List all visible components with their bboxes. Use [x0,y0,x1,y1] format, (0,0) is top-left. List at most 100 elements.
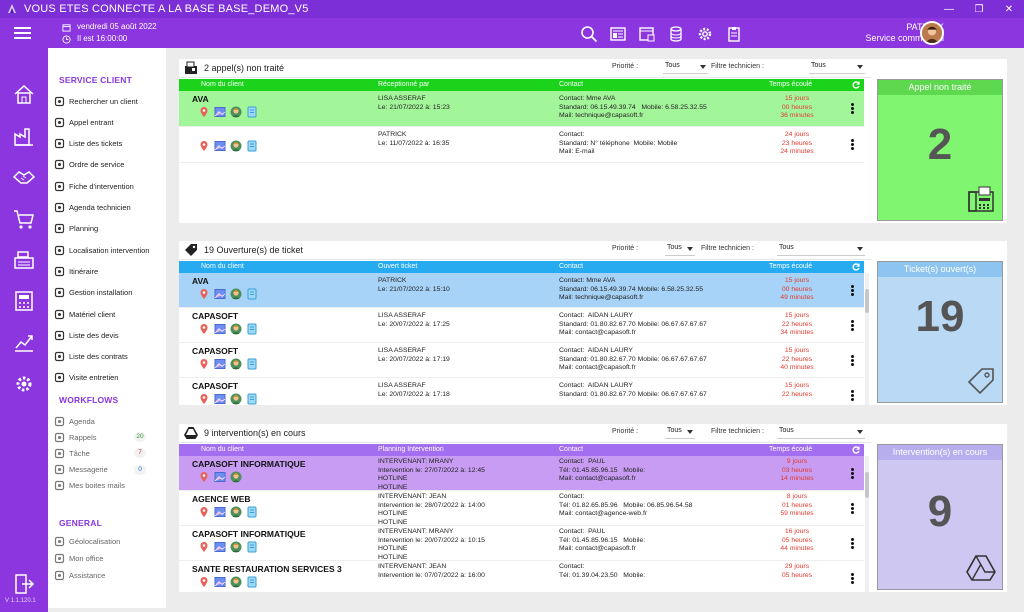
clipboard-icon[interactable] [723,23,744,44]
home-icon[interactable] [12,82,36,106]
row-options-button[interactable] [851,285,854,296]
menu-item-planning[interactable]: Planning [54,223,98,235]
refresh-icon[interactable] [851,262,861,272]
search-icon[interactable] [578,23,599,44]
technician-select[interactable]: Tous [777,244,865,256]
technician-avatar-icon[interactable] [230,393,242,405]
row-options-button[interactable] [851,139,854,150]
avatar[interactable] [920,21,944,45]
column-header-3[interactable]: Temps écoulé [769,81,813,88]
location-pin-icon[interactable] [198,576,210,588]
menu-item-ticket-list[interactable]: Liste des tickets [54,138,122,150]
document-icon[interactable] [246,358,258,370]
menu-item-phone-call[interactable]: Ordre de service [54,159,124,171]
menu-item-agenda[interactable]: Agenda [54,415,95,427]
hamburger-menu-button[interactable] [14,27,31,39]
row-options-button[interactable] [851,390,854,401]
handshake-icon[interactable] [12,165,36,189]
cart-icon[interactable] [12,207,36,231]
technician-avatar-icon[interactable] [230,576,242,588]
document-icon[interactable] [246,541,258,553]
settings-people-icon[interactable] [12,372,36,396]
menu-item-install[interactable]: Gestion installation [54,287,132,299]
technician-avatar-icon[interactable] [230,358,242,370]
scrollbar[interactable] [865,273,869,405]
minimize-icon[interactable]: — [944,3,954,15]
scrollbar[interactable] [865,456,869,592]
menu-item-chat[interactable]: Messagerie [54,464,108,476]
menu-item-task[interactable]: Tâche [54,447,90,459]
location-pin-icon[interactable] [198,506,210,518]
image-icon[interactable] [214,323,226,335]
image-icon[interactable] [214,288,226,300]
table-row[interactable]: PATRICK Le: 11/07/2022 à: 16:35 Contact: … [179,127,864,163]
row-options-button[interactable] [851,103,854,114]
restore-icon[interactable]: ❐ [974,3,984,15]
image-icon[interactable] [214,393,226,405]
menu-item-search[interactable]: Rechercher un client [54,95,138,107]
refresh-icon[interactable] [851,80,861,90]
technician-avatar-icon[interactable] [230,323,242,335]
table-row[interactable]: AGENCE WEB INTERVENANT: JEAN Intervention… [179,491,864,526]
row-options-button[interactable] [851,320,854,331]
menu-item-mail[interactable]: Mes boites mails [54,480,125,492]
image-icon[interactable] [214,541,226,553]
column-header-2[interactable]: Contact [559,446,584,453]
technician-avatar-icon[interactable] [230,506,242,518]
document-icon[interactable] [246,288,258,300]
menu-item-contract[interactable]: Liste des contrats [54,351,128,363]
table-row[interactable]: SANTE RESTAURATION SERVICES 3 INTERVENANT… [179,561,864,592]
row-options-button[interactable] [851,538,854,549]
table-row[interactable]: AVA LISA ASSERAF Le: 21/07/2022 à: 15:23 C… [179,91,864,127]
chart-icon[interactable] [12,331,36,355]
image-icon[interactable] [214,576,226,588]
image-icon[interactable] [214,140,226,152]
menu-item-bell[interactable]: Rappels [54,431,97,443]
factory-icon[interactable] [12,124,36,148]
technician-select[interactable]: Tous [777,427,865,439]
document-icon[interactable] [246,393,258,405]
row-options-button[interactable] [851,573,854,584]
menu-item-user-device[interactable]: Matériel client [54,308,115,320]
row-options-button[interactable] [851,468,854,479]
row-options-button[interactable] [851,503,854,514]
document-icon[interactable] [246,323,258,335]
table-row[interactable]: CAPASOFT LISA ASSERAF Le: 20/07/2022 à: 1… [179,378,864,405]
column-header-3[interactable]: Temps écoulé [769,263,813,270]
table-row[interactable]: CAPASOFT LISA ASSERAF Le: 20/07/2022 à: 1… [179,343,864,378]
technician-avatar-icon[interactable] [230,471,242,483]
column-header-2[interactable]: Contact [559,263,584,270]
close-icon[interactable]: ✕ [1004,3,1014,15]
exit-icon[interactable] [12,572,36,596]
kpi-open-tickets[interactable]: Ticket(s) ouvert(s) 19 [877,261,1003,403]
column-header-0[interactable]: Nom du client [201,446,244,453]
table-row[interactable]: AVA PATRICK Le: 21/07/2022 à: 15:10 Contac… [179,273,864,308]
menu-item-visit[interactable]: Visite entretien [54,372,118,384]
document-icon[interactable] [246,106,258,118]
technician-avatar-icon[interactable] [230,106,242,118]
table-row[interactable]: CAPASOFT INFORMATIQUE INTERVENANT: MRANY … [179,456,864,491]
document-icon[interactable] [246,140,258,152]
column-header-2[interactable]: Contact [559,81,584,88]
kpi-interventions[interactable]: Intervention(s) en cours 9 [877,444,1003,590]
document-icon[interactable] [246,576,258,588]
column-header-3[interactable]: Temps écoulé [769,446,813,453]
technician-select[interactable]: Tous [809,62,865,74]
priority-select[interactable]: Tous [663,62,708,74]
location-pin-icon[interactable] [198,393,210,405]
image-icon[interactable] [214,471,226,483]
calendar-money-icon[interactable] [636,23,657,44]
priority-select[interactable]: Tous [665,427,695,439]
menu-item-folder[interactable]: Fiche d'intervention [54,180,134,192]
location-pin-icon[interactable] [198,358,210,370]
image-icon[interactable] [214,358,226,370]
location-pin-icon[interactable] [198,106,210,118]
menu-item-phone[interactable]: Appel entrant [54,116,114,128]
gear-icon[interactable] [694,23,715,44]
column-header-0[interactable]: Nom du client [201,81,244,88]
menu-item-calendar[interactable]: Agenda technicien [54,202,131,214]
location-pin-icon[interactable] [198,140,210,152]
document-icon[interactable] [246,506,258,518]
location-pin-icon[interactable] [198,323,210,335]
table-row[interactable]: CAPASOFT INFORMATIQUE INTERVENANT: MRANY … [179,526,864,561]
